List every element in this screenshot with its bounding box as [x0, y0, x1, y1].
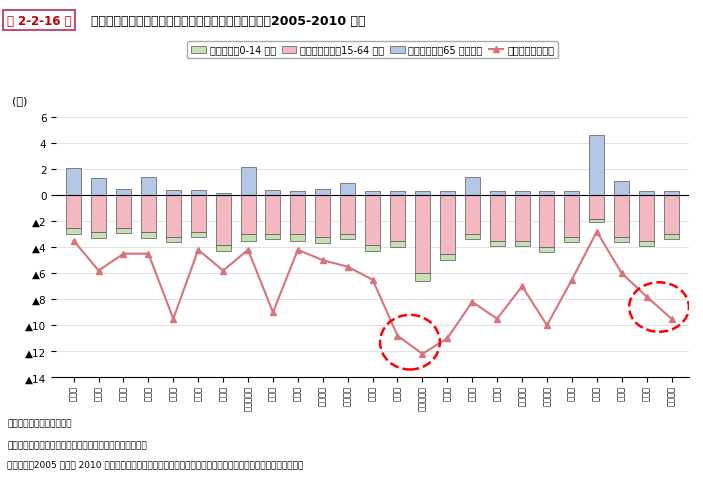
Bar [340, 196, 355, 235]
Bar [116, 196, 131, 228]
Bar [316, 196, 330, 237]
Bar [639, 241, 654, 246]
Bar [91, 196, 106, 232]
Text: （注）１．総数は年齢不詳者を含まないで推計している。: （注）１．総数は年齢不詳者を含まないで推計している。 [7, 440, 147, 450]
Bar [116, 228, 131, 233]
Bar [141, 178, 156, 196]
Bar [240, 235, 255, 241]
Bar [539, 248, 555, 253]
Bar [216, 193, 231, 196]
Bar [614, 182, 629, 196]
Bar [415, 191, 430, 196]
Bar [266, 196, 280, 235]
Bar [515, 196, 529, 241]
Bar [465, 196, 479, 235]
Bar [166, 237, 181, 242]
Bar [365, 245, 380, 252]
Text: (％): (％) [12, 96, 27, 106]
Bar [664, 235, 679, 240]
Bar [664, 196, 679, 235]
Bar [440, 192, 455, 196]
Text: 秋田県の市町村別人口増加率及び年齢階級別寄与度（2005-2010 年）: 秋田県の市町村別人口増加率及び年齢階級別寄与度（2005-2010 年） [91, 15, 366, 28]
Bar [316, 189, 330, 196]
Bar [390, 196, 405, 241]
Bar [91, 179, 106, 196]
Bar [565, 237, 579, 242]
Bar [589, 196, 605, 219]
Text: ２．2005 年以降 2010 年までに合併が行われた市町村については、合併後の市町村区分に修正している。: ２．2005 年以降 2010 年までに合併が行われた市町村については、合併後の… [7, 460, 303, 469]
Bar [664, 192, 679, 196]
Bar [465, 178, 479, 196]
Bar [639, 192, 654, 196]
Bar [365, 196, 380, 245]
Bar [340, 235, 355, 240]
Bar [565, 191, 579, 196]
Bar [390, 192, 405, 196]
Bar [216, 196, 231, 245]
Bar [191, 232, 206, 237]
Bar [490, 191, 505, 196]
Bar [365, 191, 380, 196]
Text: 資料：総務省「国勢調査」: 資料：総務省「国勢調査」 [7, 419, 72, 428]
Bar [589, 219, 605, 223]
Legend: 年少人口（0-14 歳）, 生産年齢人口（15-64 歳）, 高齢者人口（65 歳以上）, 合計の人口増加率: 年少人口（0-14 歳）, 生産年齢人口（15-64 歳）, 高齢者人口（65 … [187, 42, 558, 60]
Bar [290, 191, 305, 196]
Bar [191, 196, 206, 232]
Bar [490, 241, 505, 246]
Bar [240, 196, 255, 235]
Bar [614, 196, 629, 237]
Bar [290, 235, 305, 241]
Bar [191, 191, 206, 196]
Bar [216, 245, 231, 252]
Bar [266, 191, 280, 196]
Bar [141, 196, 156, 232]
Bar [465, 235, 479, 240]
Bar [390, 241, 405, 248]
Bar [166, 191, 181, 196]
Bar [66, 196, 81, 228]
Bar [639, 196, 654, 241]
Bar [539, 191, 555, 196]
Bar [91, 232, 106, 239]
Bar [66, 228, 81, 235]
Bar [539, 196, 555, 248]
Bar [515, 241, 529, 246]
Bar [340, 184, 355, 196]
Bar [565, 196, 579, 237]
Bar [440, 254, 455, 261]
Bar [415, 273, 430, 281]
Bar [66, 168, 81, 196]
Bar [116, 189, 131, 196]
Bar [166, 196, 181, 237]
Bar [440, 196, 455, 254]
Bar [589, 136, 605, 196]
Bar [415, 196, 430, 273]
Bar [614, 237, 629, 242]
Bar [316, 237, 330, 244]
Bar [266, 235, 280, 240]
Bar [240, 167, 255, 196]
Bar [141, 232, 156, 239]
Bar [490, 196, 505, 241]
Text: 第 2-2-16 図: 第 2-2-16 図 [7, 15, 72, 28]
Bar [515, 191, 529, 196]
Bar [290, 196, 305, 235]
